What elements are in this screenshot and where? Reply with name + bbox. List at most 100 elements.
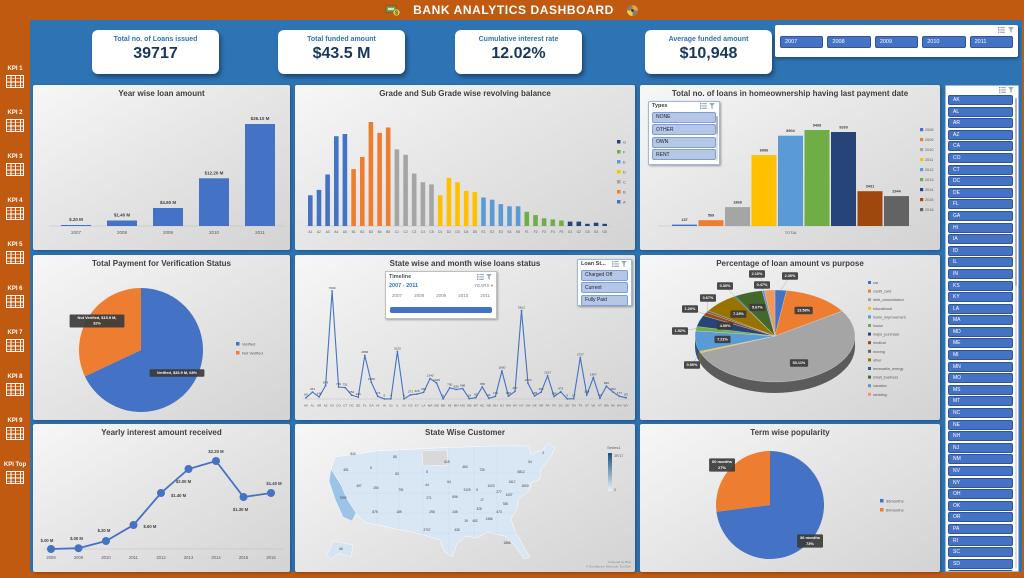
state-button-TN[interactable]: TN: [948, 570, 1013, 571]
slicer-scrollbar[interactable]: [1015, 98, 1017, 568]
chart-text: 2010: [209, 230, 220, 235]
types-option-rent[interactable]: RENT: [652, 149, 716, 160]
bar: [498, 204, 504, 226]
data-point: [102, 537, 110, 545]
sidebar-item-kpi-4[interactable]: KPI 4: [0, 198, 30, 220]
multi-select-icon[interactable]: [700, 103, 707, 109]
pie-slice-wedding: [764, 289, 776, 337]
chart-text: 2009: [925, 138, 933, 142]
clear-filter-icon[interactable]: [1008, 27, 1015, 33]
clear-filter-icon[interactable]: [709, 103, 716, 109]
table-grid-icon: [6, 339, 24, 352]
state-button-ME[interactable]: ME: [948, 338, 1013, 349]
state-button-MD[interactable]: MD: [948, 326, 1013, 337]
state-button-NV[interactable]: NV: [948, 466, 1013, 476]
state-line-chart: 80 AK 451 AL 140 AR 879 AZ 7099 CA 792 CO 751 CT 254 DC…: [303, 286, 629, 408]
types-option-none[interactable]: NONE: [652, 111, 716, 123]
state-button-KS[interactable]: KS: [948, 280, 1013, 291]
clear-filter-icon[interactable]: [1008, 87, 1015, 93]
bank-logo-icon: $: [385, 5, 401, 16]
loan-status-option[interactable]: Fully Paid: [581, 294, 628, 306]
sidebar-item-kpi-3[interactable]: KPI 3: [0, 154, 30, 176]
globe-logo-icon: [626, 4, 638, 16]
state-button-OR[interactable]: OR: [948, 512, 1013, 523]
state-button-CA[interactable]: CA: [948, 141, 1013, 152]
year-button-2011[interactable]: 2011: [969, 36, 1014, 48]
sidebar-item-kpi-5[interactable]: KPI 5: [0, 242, 30, 264]
multi-select-icon[interactable]: [612, 261, 619, 267]
timeline-unit-dropdown[interactable]: YEARS ▾: [474, 283, 493, 288]
state-button-SC[interactable]: SC: [948, 547, 1013, 558]
state-button-OH[interactable]: OH: [948, 489, 1013, 500]
loan-status-option[interactable]: Current: [581, 282, 628, 293]
timeline-selected-range[interactable]: [390, 307, 492, 313]
sidebar-item-kpi-8[interactable]: KPI 8: [0, 374, 30, 396]
chart-text: AK: [304, 404, 309, 408]
year-button-2007[interactable]: 2007: [780, 36, 824, 48]
state-button-NJ[interactable]: NJ: [948, 442, 1013, 453]
state-button-CT[interactable]: CT: [948, 164, 1013, 175]
state-button-OK[interactable]: OK: [948, 500, 1013, 511]
state-button-HI[interactable]: HI: [948, 222, 1013, 233]
legend-swatch: [880, 508, 884, 512]
year-button-2010[interactable]: 2010: [922, 36, 966, 48]
state-button-NY[interactable]: NY: [948, 477, 1013, 488]
multi-select-icon[interactable]: [999, 87, 1006, 93]
state-button-RI[interactable]: RI: [948, 535, 1013, 546]
sidebar-item-kpi-9[interactable]: KPI 9: [0, 418, 30, 440]
chart-text: C5: [429, 230, 433, 234]
year-button-2009[interactable]: 2009: [874, 36, 919, 48]
state-button-KY[interactable]: KY: [948, 292, 1013, 303]
state-button-MO[interactable]: MO: [948, 373, 1013, 384]
chart-title: Year wise loan amount: [118, 89, 205, 98]
types-option-own[interactable]: OWN: [652, 136, 716, 148]
state-button-GA[interactable]: GA: [948, 210, 1013, 221]
state-button-CO[interactable]: CO: [948, 152, 1013, 163]
state-button-NM[interactable]: NM: [948, 454, 1013, 465]
state-button-MA[interactable]: MA: [948, 315, 1013, 326]
state-button-NE[interactable]: NE: [948, 419, 1013, 430]
state-button-IA[interactable]: IA: [948, 234, 1013, 245]
clear-filter-icon[interactable]: [486, 274, 493, 280]
multi-select-icon[interactable]: [477, 274, 484, 280]
slicer-scrollbar[interactable]: [716, 116, 718, 161]
types-option-other[interactable]: OTHER: [652, 124, 716, 135]
state-button-IN[interactable]: IN: [948, 268, 1013, 279]
types-slicer: Types NONE OTHER OWN RENT: [648, 101, 720, 165]
state-button-AK[interactable]: AK: [948, 95, 1013, 105]
state-button-DC[interactable]: DC: [948, 176, 1013, 187]
state-button-NC[interactable]: NC: [948, 408, 1013, 419]
sidebar-item-kpi-2[interactable]: KPI 2: [0, 110, 30, 132]
state-button-MT[interactable]: MT: [948, 396, 1013, 407]
clear-filter-icon[interactable]: [621, 261, 628, 267]
state-button-ID[interactable]: ID: [948, 245, 1013, 256]
year-button-2008[interactable]: 2008: [827, 36, 871, 48]
kpi-label: Cumulative interest rate: [478, 36, 559, 43]
sidebar-item-kpi-1[interactable]: KPI 1: [0, 66, 30, 88]
state-button-MN[interactable]: MN: [948, 361, 1013, 372]
chart-text: 9: [476, 488, 478, 492]
state-button-AR[interactable]: AR: [948, 118, 1013, 129]
interest-line-chart: $.00 M 2008 $.00 M 2009 $.20 M 2010 $.60 M 2011…: [41, 449, 283, 560]
sidebar-item-kpi-7[interactable]: KPI 7: [0, 330, 30, 352]
state-button-DE[interactable]: DE: [948, 187, 1013, 198]
state-button-IL[interactable]: IL: [948, 257, 1013, 268]
chart-text: house: [873, 324, 883, 328]
state-button-MI[interactable]: MI: [948, 350, 1013, 361]
state-button-MS[interactable]: MS: [948, 384, 1013, 395]
state-button-NH[interactable]: NH: [948, 431, 1013, 442]
state-button-AZ[interactable]: AZ: [948, 129, 1013, 140]
state-button-SD[interactable]: SD: [948, 558, 1013, 569]
loan-status-option[interactable]: Charged Off: [581, 269, 628, 281]
state-button-FL[interactable]: FL: [948, 199, 1013, 210]
bar: [429, 184, 434, 226]
state-button-LA[interactable]: LA: [948, 303, 1013, 314]
sidebar-item-kpi-top[interactable]: KPI Top: [0, 462, 30, 484]
state-button-AL[interactable]: AL: [948, 106, 1013, 117]
slicer-header-icons: [612, 261, 628, 267]
state-button-PA[interactable]: PA: [948, 523, 1013, 534]
sidebar-item-kpi-6[interactable]: KPI 6: [0, 286, 30, 308]
chart-panel-year-loan: Year wise loan amount $.20 M 2007 $1.40 M 2…: [33, 85, 290, 250]
multi-select-icon[interactable]: [998, 27, 1005, 33]
legend-swatch: [617, 140, 621, 144]
